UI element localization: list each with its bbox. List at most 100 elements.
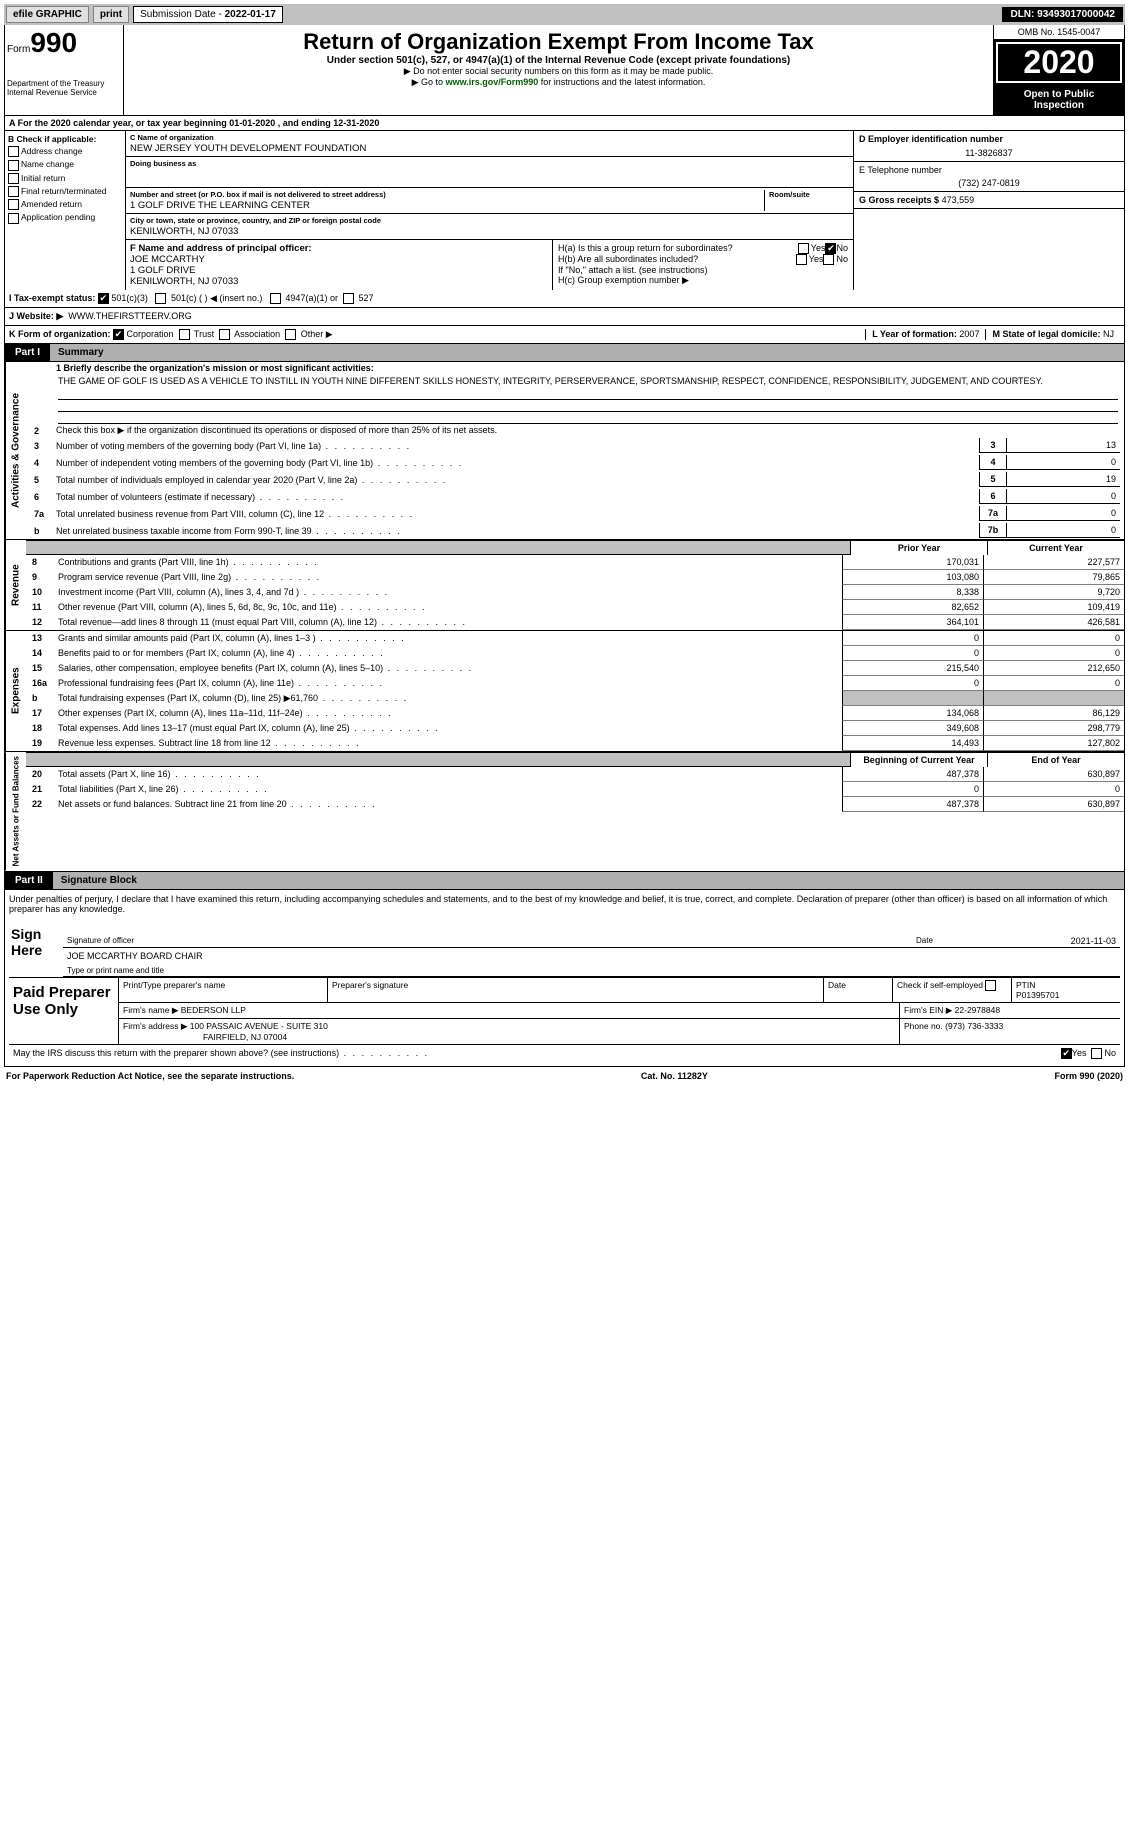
addr-label: Number and street (or P.O. box if mail i…: [130, 190, 764, 199]
dln: DLN: 93493017000042: [1002, 7, 1123, 22]
hb-label: H(b) Are all subordinates included?: [558, 254, 796, 265]
chk-501c3-checked: ✔: [98, 293, 109, 304]
gross-value: 473,559: [942, 195, 975, 205]
efile-button[interactable]: efile GRAPHIC: [6, 6, 89, 23]
table-row: 19Revenue less expenses. Subtract line 1…: [26, 736, 1124, 751]
gov-line: 7aTotal unrelated business revenue from …: [26, 505, 1124, 522]
chk-initial-return[interactable]: [8, 173, 19, 184]
top-toolbar: efile GRAPHIC print Submission Date - 20…: [4, 4, 1125, 25]
chk-527[interactable]: [343, 293, 354, 304]
chk-name-change[interactable]: [8, 160, 19, 171]
ha-label: H(a) Is this a group return for subordin…: [558, 243, 798, 254]
org-name-label: C Name of organization: [130, 133, 849, 142]
ein-label: D Employer identification number: [859, 134, 1003, 144]
sign-here-label: Sign Here: [9, 920, 63, 977]
hb-no[interactable]: [823, 254, 834, 265]
firm-phone: (973) 736-3333: [945, 1021, 1003, 1031]
footer-mid: Cat. No. 11282Y: [641, 1071, 708, 1081]
open-to-public: Open to PublicInspection: [994, 85, 1124, 115]
gross-label: G Gross receipts $: [859, 195, 939, 205]
pt-name-label: Print/Type preparer's name: [119, 978, 328, 1002]
sig-date-value: 2021-11-03: [1071, 936, 1116, 946]
hb-note: If "No," attach a list. (see instruction…: [558, 265, 848, 275]
prior-year-header: Prior Year: [850, 541, 987, 555]
form-header: Form990 Department of the Treasury Inter…: [4, 25, 1125, 116]
chk-501c[interactable]: [155, 293, 166, 304]
ptin-label: PTIN: [1016, 980, 1116, 990]
section-revenue: Revenue Prior Year Current Year 8Contrib…: [4, 539, 1125, 630]
declaration-text: Under penalties of perjury, I declare th…: [9, 894, 1120, 914]
gov-line: 3Number of voting members of the governi…: [26, 437, 1124, 454]
rot-revenue: Revenue: [5, 540, 26, 630]
website-value: WWW.THEFIRSTTEERV.ORG: [68, 311, 192, 321]
firm-name: BEDERSON LLP: [181, 1005, 246, 1015]
boy-header: Beginning of Current Year: [850, 753, 987, 767]
print-button[interactable]: print: [93, 6, 129, 23]
chk-assoc[interactable]: [219, 329, 230, 340]
section-expenses: Expenses 13Grants and similar amounts pa…: [4, 630, 1125, 751]
website-row: J Website: ▶ WWW.THEFIRSTTEERV.ORG: [4, 308, 1125, 326]
current-year-header: Current Year: [987, 541, 1124, 555]
table-row: 20Total assets (Part X, line 16)487,3786…: [26, 767, 1124, 782]
col-d-numbers: D Employer identification number 11-3826…: [853, 131, 1124, 290]
tel-value: (732) 247-0819: [859, 175, 1119, 188]
table-row: 9Program service revenue (Part VIII, lin…: [26, 570, 1124, 585]
paid-preparer-label: Paid Preparer Use Only: [9, 978, 119, 1044]
chk-trust[interactable]: [179, 329, 190, 340]
note-link: ▶ Go to www.irs.gov/Form990 for instruct…: [128, 77, 989, 88]
omb-number: OMB No. 1545-0047: [994, 25, 1124, 40]
table-row: 14Benefits paid to or for members (Part …: [26, 646, 1124, 661]
line2-text: Check this box ▶ if the organization dis…: [56, 425, 1120, 436]
table-row: 15Salaries, other compensation, employee…: [26, 661, 1124, 676]
discuss-text: May the IRS discuss this return with the…: [13, 1048, 1061, 1059]
firm-addr1: 100 PASSAIC AVENUE - SUITE 310: [190, 1021, 328, 1031]
city-value: KENILWORTH, NJ 07033: [130, 225, 849, 237]
ha-no-checked: ✔: [825, 243, 836, 254]
part1-header: Part I Summary: [4, 344, 1125, 362]
rot-expenses: Expenses: [5, 631, 26, 751]
rot-governance: Activities & Governance: [5, 362, 26, 539]
pt-sig-label: Preparer's signature: [328, 978, 824, 1002]
chk-final-return[interactable]: [8, 186, 19, 197]
table-row: 17Other expenses (Part IX, column (A), l…: [26, 706, 1124, 721]
chk-corp-checked: ✔: [113, 329, 124, 340]
officer-addr2: KENILWORTH, NJ 07033: [130, 276, 548, 287]
officer-label: F Name and address of principal officer:: [130, 243, 312, 254]
table-row: 11Other revenue (Part VIII, column (A), …: [26, 600, 1124, 615]
eoy-header: End of Year: [987, 753, 1124, 767]
table-row: bTotal fundraising expenses (Part IX, co…: [26, 691, 1124, 706]
year-formation: 2007: [959, 329, 979, 339]
chk-other[interactable]: [285, 329, 296, 340]
dept-treasury: Department of the Treasury: [7, 79, 121, 88]
org-name: NEW JERSEY YOUTH DEVELOPMENT FOUNDATION: [130, 142, 849, 154]
tax-exempt-row: I Tax-exempt status: ✔ 501(c)(3) 501(c) …: [4, 290, 1125, 308]
col-b-checkboxes: B Check if applicable: Address change Na…: [5, 131, 126, 290]
table-row: 16aProfessional fundraising fees (Part I…: [26, 676, 1124, 691]
discuss-no[interactable]: [1091, 1048, 1102, 1059]
ha-yes[interactable]: [798, 243, 809, 254]
col-c-org-info: C Name of organization NEW JERSEY YOUTH …: [126, 131, 853, 290]
chk-application-pending[interactable]: [8, 213, 19, 224]
hc-label: H(c) Group exemption number ▶: [558, 275, 848, 286]
form-title: Return of Organization Exempt From Incom…: [128, 29, 989, 55]
chk-amended-return[interactable]: [8, 199, 19, 210]
sig-name-label: Type or print name and title: [67, 966, 1116, 975]
sig-name-value: JOE MCCARTHY BOARD CHAIR: [63, 948, 1120, 964]
section-net-assets: Net Assets or Fund Balances Beginning of…: [4, 751, 1125, 871]
rot-net-assets: Net Assets or Fund Balances: [5, 752, 26, 870]
table-row: 21Total liabilities (Part X, line 26)00: [26, 782, 1124, 797]
addr-value: 1 GOLF DRIVE THE LEARNING CENTER: [130, 199, 764, 211]
page-footer: For Paperwork Reduction Act Notice, see …: [4, 1067, 1125, 1085]
chk-self-employed[interactable]: [985, 980, 996, 991]
hb-yes[interactable]: [796, 254, 807, 265]
chk-4947[interactable]: [270, 293, 281, 304]
dept-irs: Internal Revenue Service: [7, 88, 121, 97]
suite-label: Room/suite: [769, 190, 849, 199]
identity-grid: B Check if applicable: Address change Na…: [4, 131, 1125, 290]
irs-link[interactable]: www.irs.gov/Form990: [446, 77, 539, 87]
officer-name: JOE MCCARTHY: [130, 254, 548, 265]
chk-address-change[interactable]: [8, 146, 19, 157]
table-row: 8Contributions and grants (Part VIII, li…: [26, 555, 1124, 570]
dba-value: [130, 168, 849, 169]
table-row: 18Total expenses. Add lines 13–17 (must …: [26, 721, 1124, 736]
